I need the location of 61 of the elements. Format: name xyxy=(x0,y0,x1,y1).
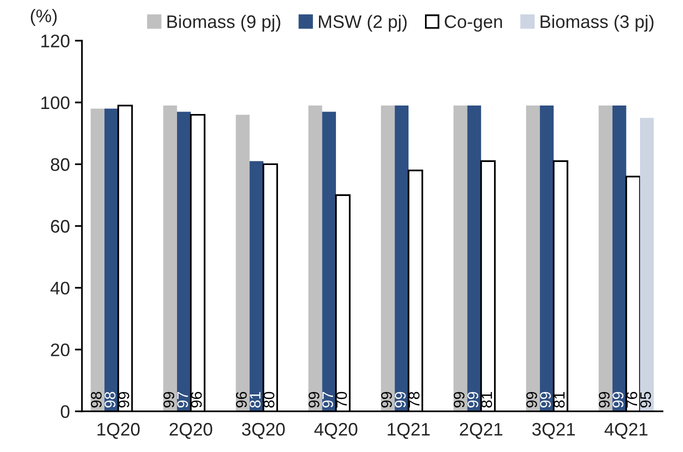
bar xyxy=(526,106,540,412)
bar xyxy=(380,106,395,412)
x-tick-label: 4Q20 xyxy=(314,422,358,439)
bar xyxy=(612,106,626,412)
x-tick-label: 2Q20 xyxy=(170,422,212,439)
bar xyxy=(308,106,322,412)
data-label: 98 xyxy=(90,392,102,408)
data-label: 81 xyxy=(554,392,565,408)
bar xyxy=(598,106,612,412)
legend-label: Biomass (9 pj) xyxy=(167,14,280,32)
data-label: 97 xyxy=(177,392,188,408)
y-tick-label: 120 xyxy=(41,34,70,48)
bar xyxy=(90,108,104,412)
legend-label: Co-gen xyxy=(444,15,502,32)
bar xyxy=(454,106,468,412)
y-tick-label: 60 xyxy=(50,220,70,233)
data-label: 99 xyxy=(308,392,320,408)
data-label: 99 xyxy=(598,392,610,408)
bar xyxy=(250,161,264,412)
bar xyxy=(640,118,654,412)
bar xyxy=(177,112,191,412)
bar xyxy=(467,106,482,412)
data-label: 99 xyxy=(454,392,465,408)
y-axis-title: (%) xyxy=(30,9,57,26)
x-tick-label: 1Q20 xyxy=(98,422,140,439)
data-label: 99 xyxy=(118,392,130,408)
bar xyxy=(322,112,336,412)
data-label: 99 xyxy=(526,392,538,408)
y-tick-label: 0 xyxy=(60,405,70,418)
y-tick-label: 20 xyxy=(50,343,70,356)
data-label: 97 xyxy=(322,392,334,408)
x-tick-label: 3Q21 xyxy=(532,422,575,439)
x-tick-label: 3Q20 xyxy=(242,422,285,439)
x-tick-label: 1Q21 xyxy=(388,422,430,439)
data-label: 81 xyxy=(250,392,261,408)
data-label: 96 xyxy=(236,392,247,408)
bar xyxy=(163,106,178,412)
bar xyxy=(394,106,409,412)
data-label: 99 xyxy=(394,392,406,408)
data-label: 80 xyxy=(264,392,274,408)
y-tick-label: 80 xyxy=(50,158,70,171)
data-label: 70 xyxy=(336,392,347,408)
data-label: 78 xyxy=(408,392,420,408)
data-label: 99 xyxy=(163,392,174,408)
legend-label: MSW (2 pj) xyxy=(318,14,407,32)
data-label: 98 xyxy=(104,392,116,408)
data-label: 99 xyxy=(612,392,624,408)
data-label: 99 xyxy=(381,392,392,408)
data-label: 99 xyxy=(540,392,551,408)
bar xyxy=(104,108,118,412)
y-tick-label: 100 xyxy=(41,96,70,110)
x-tick-label: 2Q21 xyxy=(460,422,502,439)
data-label: 81 xyxy=(481,392,492,408)
bar xyxy=(236,114,250,412)
y-tick-label: 40 xyxy=(50,282,70,294)
data-label: 99 xyxy=(467,392,478,408)
data-label: 95 xyxy=(640,392,652,408)
legend-label: Biomass (3 pj) xyxy=(540,14,654,32)
data-label: 96 xyxy=(190,392,202,408)
x-tick-label: 4Q21 xyxy=(604,422,648,439)
bar xyxy=(540,106,554,412)
